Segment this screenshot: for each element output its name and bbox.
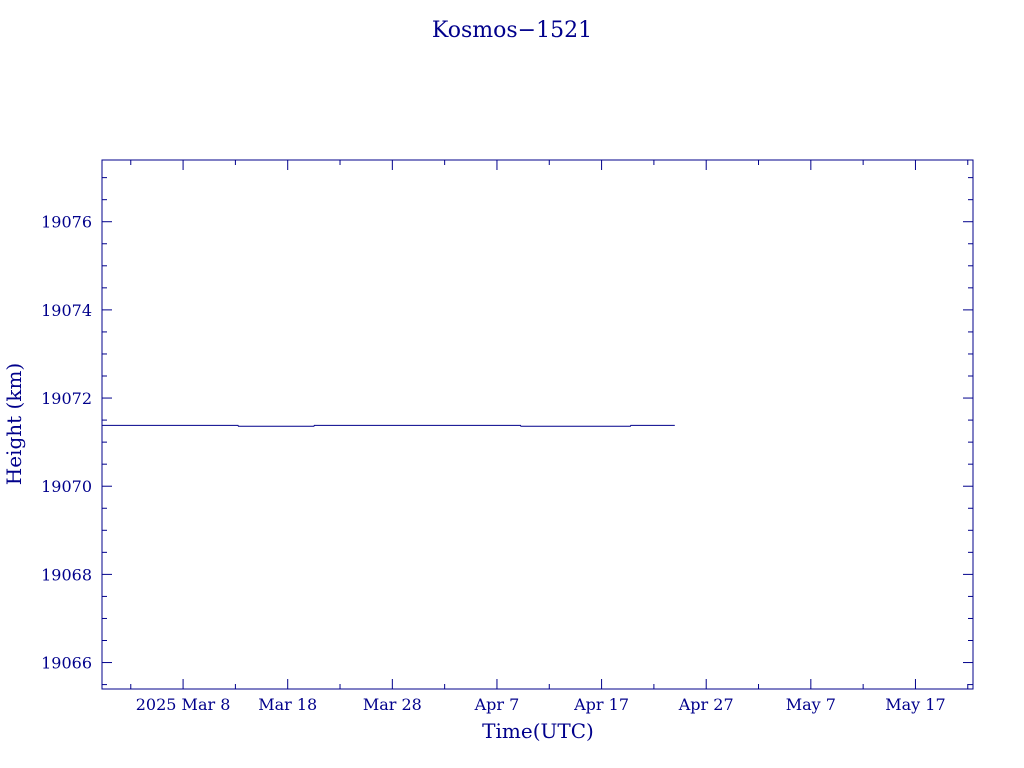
y-axis-ticks: 19066 19068 19070 19072 19074 19076	[41, 213, 973, 673]
plot-frame	[101, 159, 974, 690]
series-group	[102, 424, 675, 427]
x-tick-label: May 17	[885, 695, 945, 714]
x-tick-label: Apr 27	[678, 695, 734, 714]
x-tick-label: May 7	[786, 695, 836, 714]
y-tick-label: 19066	[41, 654, 92, 673]
y-tick-label: 19068	[41, 565, 92, 584]
x-tick-label: Apr 17	[573, 695, 629, 714]
minor-ticks	[102, 160, 973, 689]
series-line	[102, 424, 675, 427]
x-tick-label: 2025 Mar 8	[136, 695, 231, 714]
x-axis-label: Time(UTC)	[482, 719, 594, 743]
x-tick-label: Mar 18	[258, 695, 317, 714]
y-axis-label: Height (km)	[2, 363, 26, 485]
x-tick-label: Apr 7	[474, 695, 520, 714]
y-tick-label: 19070	[41, 477, 92, 496]
chart-title: Kosmos−1521	[432, 18, 592, 43]
x-tick-label: Mar 28	[363, 695, 422, 714]
y-tick-label: 19072	[41, 389, 92, 408]
y-tick-label: 19074	[41, 301, 92, 320]
x-axis-ticks: 2025 Mar 8 Mar 18 Mar 28 Apr 7 Apr 17 Apr 27 M…	[136, 160, 946, 714]
y-tick-label: 19076	[41, 213, 92, 232]
